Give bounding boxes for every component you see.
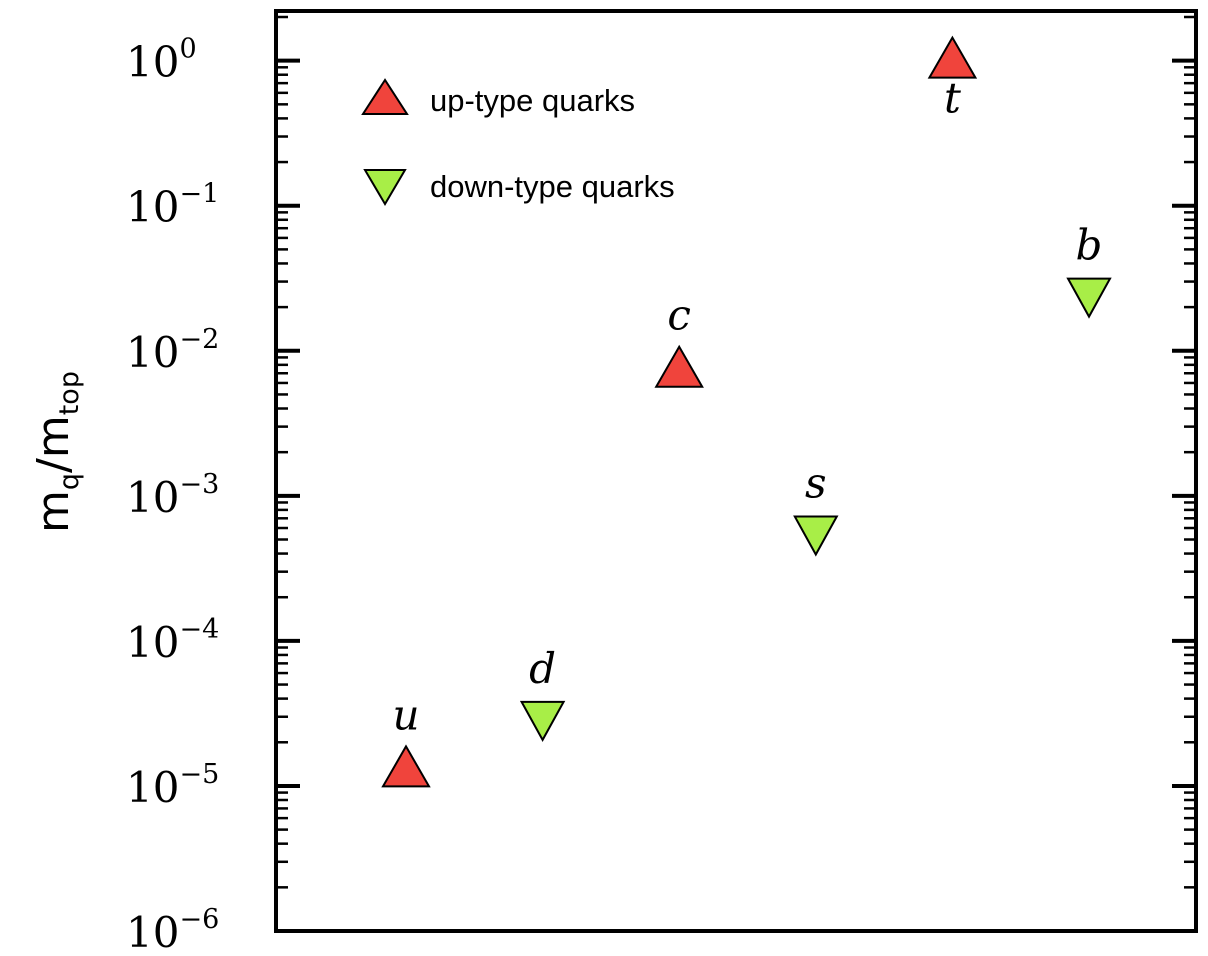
y-tick-label: 10−3 (126, 469, 219, 522)
point-label-t: t (944, 74, 961, 123)
y-tick-label: 10−6 (126, 904, 219, 956)
point-label-s: s (805, 458, 827, 507)
y-axis-title: mq/mtop (28, 371, 85, 533)
legend-marker-down (363, 169, 407, 206)
point-label-c: c (667, 291, 691, 340)
marker-c (654, 344, 704, 388)
point-label-b: b (1076, 221, 1103, 270)
y-axis-ticks (276, 15, 1196, 933)
marker-d (519, 700, 566, 742)
y-axis-tick-labels: 100 10−1 10−2 10−3 10−4 10−5 10−6 (126, 34, 219, 956)
legend-marker-up (361, 78, 409, 115)
y-tick-label: 10−4 (126, 614, 219, 667)
plot-frame (274, 9, 1198, 933)
marker-t (927, 35, 978, 79)
y-tick-label: 10−1 (126, 179, 219, 232)
marker-s (793, 515, 839, 557)
y-axis-label: mq/mtop (28, 371, 85, 533)
legend: up-type quarks down-type quarks (361, 78, 675, 206)
marker-b (1066, 277, 1112, 319)
y-tick-label: 100 (126, 34, 197, 87)
legend-label: down-type quarks (430, 169, 675, 204)
y-tick-label: 10−5 (126, 759, 219, 812)
point-label-u: u (392, 690, 419, 739)
legend-label: up-type quarks (430, 83, 635, 118)
point-label-d: d (529, 644, 556, 693)
marker-u (381, 744, 431, 788)
y-tick-label: 10−2 (126, 324, 219, 377)
data-points: u c t d s b (381, 35, 1112, 788)
